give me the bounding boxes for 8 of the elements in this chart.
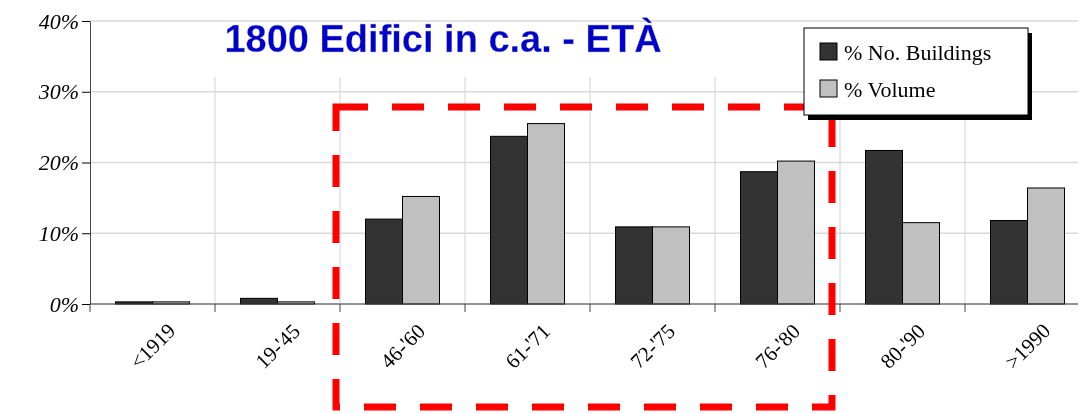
- y-tick-label: 30%: [37, 79, 79, 105]
- y-tick-label: 10%: [38, 220, 79, 246]
- y-tick-label: 40%: [38, 8, 79, 34]
- chart-title: 1800 Edifici in c.a. - ETÀ: [224, 17, 662, 60]
- legend-label: % Volume: [844, 76, 936, 102]
- y-tick-label: 20%: [38, 150, 79, 176]
- y-tick-label: 0%: [49, 291, 79, 317]
- legend-label: % No. Buildings: [844, 39, 992, 65]
